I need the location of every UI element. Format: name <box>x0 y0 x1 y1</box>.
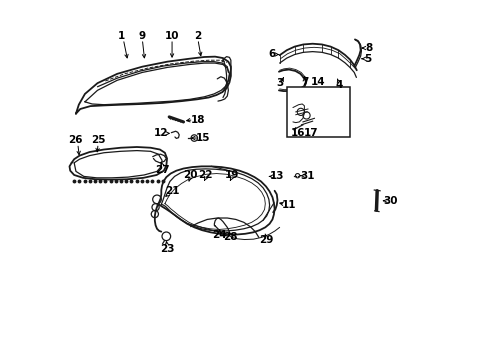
Text: 2: 2 <box>194 31 201 41</box>
Text: 5: 5 <box>364 54 371 64</box>
Text: 20: 20 <box>183 170 197 180</box>
Text: 9: 9 <box>139 31 145 41</box>
Text: 6: 6 <box>267 49 275 59</box>
Text: 7: 7 <box>301 77 308 87</box>
Text: 10: 10 <box>164 31 179 41</box>
Text: 4: 4 <box>334 80 342 90</box>
Text: 29: 29 <box>259 234 273 244</box>
Text: 24: 24 <box>212 230 226 240</box>
Text: 17: 17 <box>303 129 318 138</box>
Text: 3: 3 <box>276 78 284 88</box>
Text: 12: 12 <box>154 129 168 138</box>
Text: 16: 16 <box>290 129 305 138</box>
Text: 30: 30 <box>382 196 397 206</box>
Text: 15: 15 <box>196 133 210 143</box>
Text: 25: 25 <box>91 135 105 145</box>
Text: 23: 23 <box>160 244 174 254</box>
Text: 27: 27 <box>155 165 170 175</box>
Text: 28: 28 <box>223 232 237 242</box>
Text: 8: 8 <box>365 43 372 53</box>
Text: 22: 22 <box>198 170 213 180</box>
Text: 21: 21 <box>165 186 180 196</box>
FancyBboxPatch shape <box>286 87 349 137</box>
Text: 19: 19 <box>224 170 238 180</box>
Text: 14: 14 <box>310 77 325 87</box>
Text: 11: 11 <box>282 201 296 211</box>
Text: 13: 13 <box>269 171 284 181</box>
Text: 1: 1 <box>118 31 125 41</box>
Text: 31: 31 <box>300 171 314 181</box>
Text: 26: 26 <box>68 135 82 145</box>
Text: 18: 18 <box>190 115 204 125</box>
